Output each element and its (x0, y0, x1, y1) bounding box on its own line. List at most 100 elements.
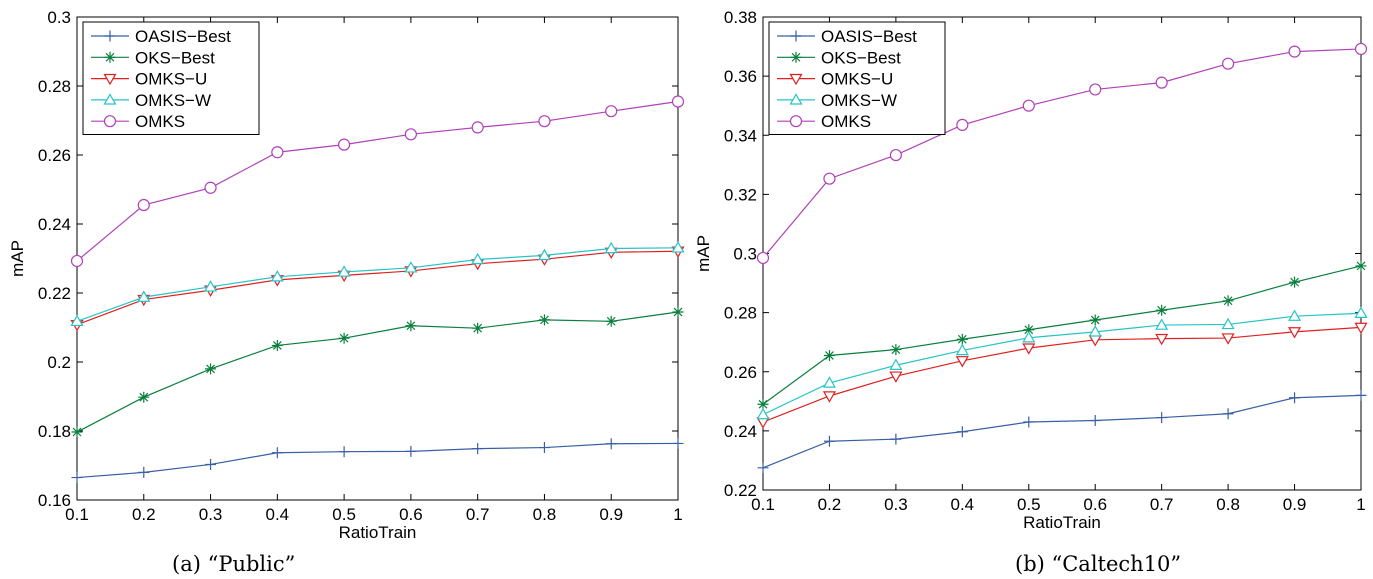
data-point (1288, 45, 1301, 58)
x-tick-label: 0.6 (399, 505, 423, 524)
x-tick-label: 0.2 (818, 495, 842, 514)
chart-caltech10: 0.1 0.2 0.3 0.4 0.5 0.6 0.7 0.8 0.9 1 0.22 0.24 0.26… (694, 8, 1368, 532)
x-tick-label: 0.3 (884, 495, 908, 514)
legend-marker (790, 51, 802, 63)
x-tick-label: 0.9 (599, 505, 623, 524)
data-point (1289, 276, 1301, 288)
data-point (1089, 415, 1101, 427)
data-point (1023, 416, 1035, 428)
legend-entry: OMKS−W (135, 91, 211, 110)
data-point (1288, 309, 1302, 321)
legend-entry: OASIS−Best (135, 27, 231, 46)
data-point (1222, 408, 1234, 420)
series-line (76, 442, 679, 479)
data-point (757, 398, 769, 410)
series-3 (756, 306, 1368, 420)
legend-entry: OMKS−U (135, 70, 207, 89)
data-point (605, 315, 617, 327)
data-point (1155, 333, 1169, 346)
y-tick-label: 0.18 (38, 422, 71, 441)
legend-marker (790, 30, 802, 42)
legend-entry: OMKS (135, 112, 185, 131)
chart-public: 0.1 0.2 0.3 0.4 0.5 0.6 0.7 0.8 0.9 1 0.16 0.18 0.2 0… (8, 8, 685, 542)
series-line (762, 265, 1362, 405)
data-point (271, 146, 284, 159)
data-point (1222, 295, 1234, 307)
data-point (1222, 57, 1235, 70)
data-point (338, 138, 351, 151)
series-line (762, 326, 1362, 423)
data-point (1089, 83, 1102, 96)
caption-b: (b) “Caltech10” (1015, 552, 1181, 576)
data-point (1023, 324, 1035, 336)
data-point (1288, 327, 1302, 339)
data-point (270, 270, 284, 282)
data-point (471, 121, 484, 134)
legend-marker (103, 73, 117, 86)
data-point (337, 265, 351, 277)
data-point (671, 241, 685, 253)
data-point (1355, 389, 1367, 401)
data-point (823, 349, 835, 361)
legend: OASIS−Best OKS−Best OMKS−U OMKS−W OMKS (82, 21, 260, 135)
x-tick-label: 0.9 (1283, 495, 1307, 514)
data-point (889, 358, 903, 370)
data-point (823, 172, 836, 185)
data-point (1221, 333, 1235, 345)
x-tick-label: 0.5 (332, 505, 356, 524)
data-point (137, 198, 150, 212)
x-tick-label: 0.7 (1150, 495, 1174, 514)
y-tick-label: 0.3 (47, 8, 71, 27)
data-point (956, 118, 969, 132)
series-0 (757, 389, 1367, 474)
data-point (1022, 331, 1036, 343)
data-point (956, 426, 968, 438)
y-tick-label: 0.3 (733, 245, 757, 264)
legend: OASIS−Best OKS−Best OMKS−U OMKS−W OMKS (768, 21, 946, 135)
data-point (822, 376, 836, 388)
y-tick-label: 0.2 (47, 353, 71, 372)
series-line (762, 312, 1362, 416)
y-axis-label: mAP (8, 240, 27, 277)
data-point (404, 261, 418, 273)
y-tick-label: 0.22 (38, 284, 71, 303)
x-tick-label: 0.7 (466, 505, 490, 524)
data-point (757, 462, 769, 474)
data-point (70, 314, 84, 327)
series-line (76, 250, 679, 326)
x-tick-label: 0.2 (132, 505, 156, 524)
data-point (404, 128, 417, 141)
data-point (271, 339, 283, 351)
y-tick-label: 0.26 (38, 146, 71, 165)
x-tick-label: 0.6 (1083, 495, 1107, 514)
caption-a: (a) “Public” (172, 552, 295, 576)
data-point (471, 252, 485, 265)
data-point (538, 314, 550, 326)
data-point (822, 391, 836, 403)
x-tick-label: 0.3 (199, 505, 223, 524)
data-point (604, 241, 618, 254)
data-point (605, 105, 618, 118)
legend-marker (103, 115, 117, 128)
series-line (76, 311, 679, 433)
data-point (138, 391, 150, 403)
data-point (71, 426, 83, 438)
series-1 (71, 306, 684, 438)
data-point (672, 437, 684, 449)
data-point (890, 344, 902, 356)
data-point (889, 148, 902, 162)
y-tick-label: 0.34 (724, 126, 757, 145)
legend-entry: OMKS (821, 112, 871, 131)
data-point (890, 433, 902, 445)
data-point (955, 343, 969, 356)
data-point (1155, 318, 1169, 330)
data-point (955, 356, 969, 368)
legend-marker (104, 51, 116, 63)
data-point (889, 371, 903, 383)
data-point (1354, 42, 1368, 56)
legend-entry: OMKS−W (821, 91, 897, 110)
x-axis-label: RatioTrain (1023, 513, 1101, 532)
data-point (538, 115, 551, 128)
data-point (756, 251, 770, 265)
